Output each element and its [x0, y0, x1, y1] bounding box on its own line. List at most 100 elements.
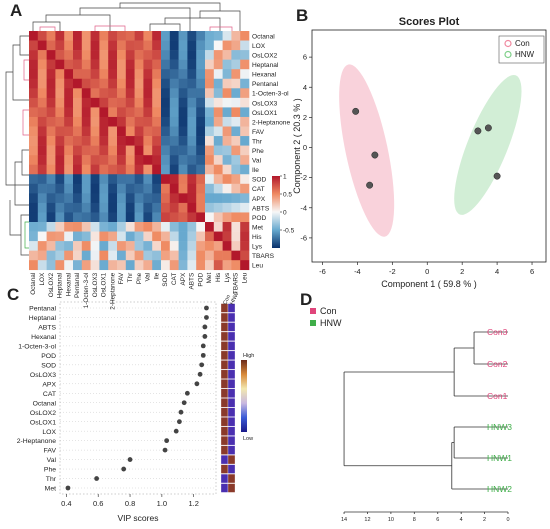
heatmap-cell	[81, 50, 91, 60]
heatmap-col-label: Ile	[153, 272, 160, 279]
vip-point	[202, 324, 208, 330]
heatmap-cell	[222, 116, 232, 127]
legend-swatch-hnw	[310, 320, 316, 326]
heatmap-cell	[46, 78, 56, 89]
heatmap-cell	[29, 78, 39, 89]
panel-label-d: D	[300, 290, 313, 309]
vip-group-cell-hnw	[227, 379, 236, 389]
heatmap-cell	[196, 116, 206, 127]
heatmap-cell	[46, 116, 56, 127]
heatmap-cell	[178, 136, 188, 146]
heatmap-cell	[55, 31, 65, 41]
heatmap-cell	[205, 59, 215, 70]
heatmap-cell	[161, 231, 171, 242]
heatmap-cell	[143, 31, 153, 41]
heatmap-row-label: Lys	[252, 244, 263, 251]
vip-group-cell-hnw	[227, 417, 236, 427]
vip-group-header: Con	[222, 294, 232, 306]
heatmap-cell	[90, 59, 100, 70]
heatmap-cell	[161, 250, 171, 261]
heatmap-cell	[187, 183, 197, 194]
heatmap-cell	[205, 78, 215, 89]
dendrogram-panel: Con HNW Con3 Con2 Con1 HNW3 HNW1 HNW2 14 12 10 8 6 4 2…	[310, 306, 512, 523]
vip-point	[194, 381, 200, 387]
heatmap-cell	[37, 116, 47, 127]
heatmap-cell	[64, 107, 74, 118]
heatmap-cell	[55, 231, 65, 242]
heatmap-cell	[143, 136, 153, 146]
heatmap-cell	[90, 97, 100, 108]
heatmap-cell	[161, 183, 171, 194]
vip-group-cell-hnw	[227, 322, 236, 332]
vip-group-cell-con	[220, 322, 229, 332]
heatmap-cell	[37, 202, 47, 213]
heatmap-cell	[55, 116, 65, 127]
heatmap-cell	[125, 222, 135, 232]
heatmap-cell	[108, 250, 118, 261]
heatmap-cell	[46, 222, 56, 232]
vip-plot-frame	[59, 301, 217, 495]
heatmap-row-label: Val	[252, 158, 262, 165]
vip-point	[181, 400, 187, 406]
heatmap-cell	[205, 231, 215, 242]
heatmap-cell	[161, 116, 171, 127]
heatmap-cell	[222, 183, 232, 194]
vip-feature-label: 1-Octen-3-ol	[18, 343, 56, 350]
heatmap-cell	[134, 202, 144, 213]
heatmap-row-label: APX	[252, 196, 266, 203]
heatmap-cell	[125, 126, 135, 137]
heatmap-cell	[125, 107, 135, 118]
x-tick-label: -6	[319, 267, 326, 276]
heatmap-cell	[46, 164, 56, 175]
heatmap-cell	[73, 78, 83, 89]
heatmap-cell	[222, 59, 232, 70]
heatmap-cell	[143, 78, 153, 89]
heatmap-cell	[90, 40, 100, 51]
heatmap-cell	[125, 164, 135, 175]
vip-x-axis-label: VIP scores	[118, 513, 159, 523]
heatmap-cell	[46, 174, 56, 185]
heatmap-cell	[205, 250, 215, 261]
heatmap-cell	[187, 59, 197, 70]
heatmap-cell	[143, 231, 153, 242]
heatmap-cell	[117, 241, 127, 251]
heatmap-cell	[90, 116, 100, 127]
heatmap-cell	[222, 241, 232, 251]
heatmap-cell	[73, 164, 83, 175]
heatmap-cell	[81, 136, 91, 146]
heatmap-col-label: Leu	[241, 272, 248, 283]
y-tick-label: -2	[300, 173, 307, 182]
heatmap-cell	[134, 145, 144, 156]
heatmap-cell	[222, 231, 232, 242]
heatmap-cell	[37, 136, 47, 146]
top-dendrogram-branch	[119, 2, 221, 11]
heatmap-cell	[81, 78, 91, 89]
heatmap-cell	[152, 145, 162, 156]
heatmap-cell	[117, 222, 127, 232]
heatmap-cell	[240, 50, 250, 60]
heatmap-cell	[108, 164, 118, 175]
heatmap-cell	[187, 116, 197, 127]
heatmap-cell	[37, 231, 47, 242]
heatmap-cell	[134, 78, 144, 89]
heatmap-cell	[99, 59, 109, 70]
heatmap-cell	[213, 97, 223, 108]
heatmap-cell	[187, 202, 197, 213]
heatmap-cell	[99, 202, 109, 213]
heatmap-cell	[73, 116, 83, 127]
heatmap-cell	[134, 155, 144, 165]
heatmap-cell	[90, 183, 100, 194]
heatmap-cell	[152, 231, 162, 242]
heatmap-cell	[99, 97, 109, 108]
heatmap-cell	[29, 136, 39, 146]
heatmap-cell	[196, 155, 206, 165]
heatmap-cell	[90, 107, 100, 118]
heatmap-cell	[240, 222, 250, 232]
heatmap-cell	[46, 212, 56, 223]
heatmap-cell	[125, 78, 135, 89]
heatmap-cell	[187, 193, 197, 204]
heatmap-cell	[81, 193, 91, 204]
score-point-con	[366, 181, 374, 189]
heatmap-cell	[73, 69, 83, 80]
heatmap-cell	[213, 164, 223, 175]
